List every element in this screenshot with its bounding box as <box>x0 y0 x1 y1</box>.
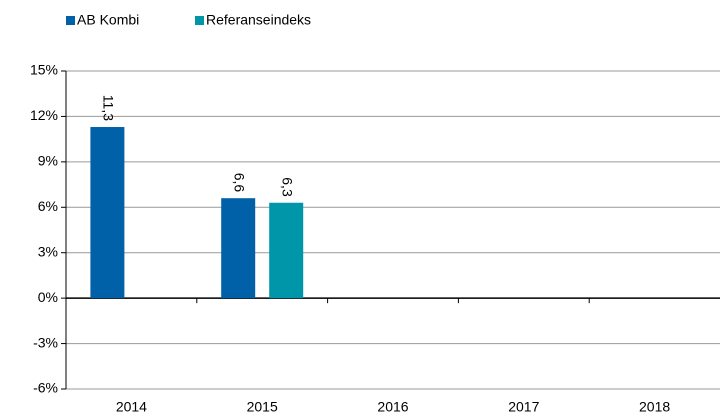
bar <box>221 198 256 299</box>
x-tick-label: 2017 <box>508 399 539 415</box>
y-tick-label: 9% <box>38 153 58 169</box>
y-tick-label: 15% <box>30 62 58 78</box>
bar <box>269 202 304 299</box>
y-tick-label: 6% <box>38 198 58 214</box>
value-label: 11,3 <box>101 95 117 121</box>
value-label: 6,6 <box>231 173 247 193</box>
y-tick-label: -3% <box>33 334 58 350</box>
y-tick-label: -6% <box>33 380 58 396</box>
value-label: 6,3 <box>279 177 295 197</box>
x-tick-label: 2016 <box>377 399 408 415</box>
bar <box>90 127 125 299</box>
legend-label: Referanseindeks <box>206 12 311 28</box>
x-tick-label: 2015 <box>247 399 278 415</box>
y-tick-label: 3% <box>38 243 58 259</box>
x-tick-label: 2014 <box>116 399 147 415</box>
y-tick-label: 12% <box>30 107 58 123</box>
y-tick-label: 0% <box>38 289 58 305</box>
x-tick-label: 2018 <box>639 399 670 415</box>
legend-swatch <box>195 16 204 25</box>
legend-label: AB Kombi <box>77 12 139 28</box>
legend-swatch <box>66 16 75 25</box>
